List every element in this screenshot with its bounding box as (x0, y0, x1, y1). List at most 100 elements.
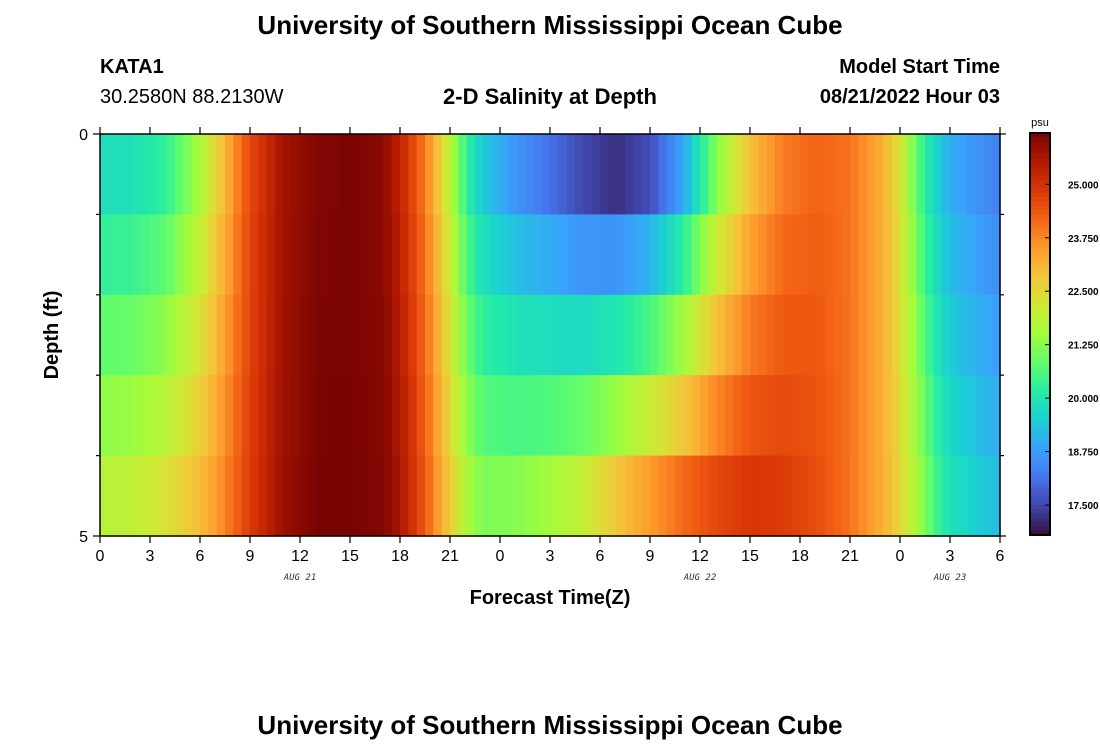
heatmap-cell (683, 455, 693, 537)
colorbar-segment (1030, 209, 1050, 215)
heatmap-cell (616, 294, 626, 376)
colorbar-segment (1030, 517, 1050, 523)
heatmap-cell (775, 294, 784, 376)
heatmap-cell (125, 214, 134, 296)
heatmap-cell (825, 375, 834, 457)
heatmap-cell (358, 375, 368, 457)
heatmap-cell (608, 294, 618, 376)
heatmap-cell (816, 455, 826, 537)
colorbar-segment (1030, 402, 1050, 408)
heatmap-cell (708, 455, 718, 537)
colorbar-segment (1030, 440, 1050, 446)
heatmap-cell (916, 134, 926, 215)
heatmap-cell (583, 134, 593, 215)
heatmap-cell (291, 214, 301, 296)
heatmap-cell (533, 214, 543, 296)
heatmap-cell (175, 134, 184, 215)
heatmap-cell (400, 455, 409, 537)
heatmap-cell (691, 375, 701, 457)
heatmap-cell (983, 455, 993, 537)
heatmap-cell (433, 134, 443, 215)
heatmap-cell (891, 214, 901, 296)
heatmap-cell (216, 214, 226, 296)
heatmap-cell (233, 134, 243, 215)
heatmap-cell (600, 294, 609, 376)
heatmap-cell (591, 375, 601, 457)
heatmap-cell (541, 294, 551, 376)
date-labels: AUG 21 AUG 22 AUG 23 (283, 573, 967, 583)
heatmap-cell (183, 455, 193, 537)
heatmap-cell (950, 455, 959, 537)
heatmap-cell (725, 375, 734, 457)
heatmap-cell (416, 375, 426, 457)
heatmap-cell (783, 214, 793, 296)
heatmap-cell (775, 455, 784, 537)
heatmap-cell (750, 134, 759, 215)
heatmap-cell (883, 294, 893, 376)
heatmap-cell (883, 455, 893, 537)
heatmap-cell (358, 294, 368, 376)
heatmap-cell (358, 134, 368, 215)
colorbar-segment (1030, 257, 1050, 262)
heatmap-cell (866, 134, 876, 215)
heatmap-cell (741, 294, 751, 376)
heatmap-cell (550, 134, 559, 215)
heatmap-cell (466, 455, 476, 537)
colorbar-segment (1030, 278, 1050, 284)
colorbar-segment (1030, 346, 1050, 352)
heatmap-cell (716, 294, 726, 376)
heatmap-cell (350, 214, 359, 296)
colorbar-segment (1030, 308, 1050, 314)
colorbar-segment (1030, 445, 1050, 451)
heatmap-cell (966, 375, 976, 457)
heatmap-cell (541, 455, 551, 537)
colorbar-frame (1029, 132, 1051, 536)
heatmap-cell (216, 134, 226, 215)
heatmap-cell (616, 455, 626, 537)
heatmap-cell (516, 214, 526, 296)
heatmap-cell (658, 455, 668, 537)
x-tick-label: 12 (691, 548, 709, 565)
heatmap-cell (300, 455, 309, 537)
footer-title: University of Southern Mississippi Ocean… (257, 710, 843, 740)
heatmap-cell (325, 214, 334, 296)
colorbar-segment (1030, 526, 1050, 532)
heatmap-cell (191, 375, 201, 457)
heatmap-cell (991, 294, 1001, 376)
colorbar-segment (1030, 419, 1050, 425)
heatmap-cell (183, 134, 193, 215)
heatmap-cell (608, 134, 618, 215)
heatmap-cell (900, 455, 909, 537)
heatmap-cell (833, 455, 843, 537)
heatmap-cell (250, 455, 259, 537)
heatmap-cell (791, 294, 801, 376)
heatmap-cell (583, 375, 593, 457)
heatmap-cell (700, 294, 709, 376)
heatmap-cell (975, 375, 984, 457)
colorbar-segment (1030, 282, 1050, 288)
colorbar-segment (1030, 145, 1050, 151)
colorbar-segment (1030, 321, 1050, 327)
heatmap-cell (225, 455, 234, 537)
heatmap-cell (675, 455, 684, 537)
heatmap-cell (725, 294, 734, 376)
heatmap-cell (416, 214, 426, 296)
colorbar-segment (1030, 389, 1050, 395)
heatmap-cell (800, 134, 809, 215)
heatmap-cell (450, 375, 459, 457)
heatmap-cell (516, 134, 526, 215)
heatmap-cell (291, 375, 301, 457)
colorbar-segment (1030, 505, 1050, 510)
colorbar-segment (1030, 205, 1050, 211)
heatmap-cell (841, 375, 851, 457)
heatmap-cell (991, 134, 1001, 215)
heatmap-cell (350, 134, 359, 215)
heatmap-cell (158, 455, 168, 537)
heatmap-cell (816, 214, 826, 296)
heatmap-cell (108, 294, 118, 376)
heatmap-cell (591, 134, 601, 215)
heatmap-cell (550, 214, 559, 296)
heatmap-cell (283, 375, 293, 457)
heatmap-cell (475, 375, 484, 457)
